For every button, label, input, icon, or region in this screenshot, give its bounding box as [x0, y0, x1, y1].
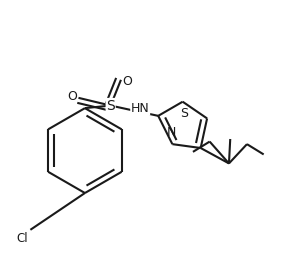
- Text: O: O: [123, 75, 132, 88]
- Text: S: S: [180, 107, 188, 120]
- Text: O: O: [67, 90, 77, 103]
- Text: S: S: [106, 99, 115, 113]
- Text: N: N: [166, 126, 176, 139]
- Text: HN: HN: [131, 102, 150, 115]
- Text: Cl: Cl: [16, 232, 28, 245]
